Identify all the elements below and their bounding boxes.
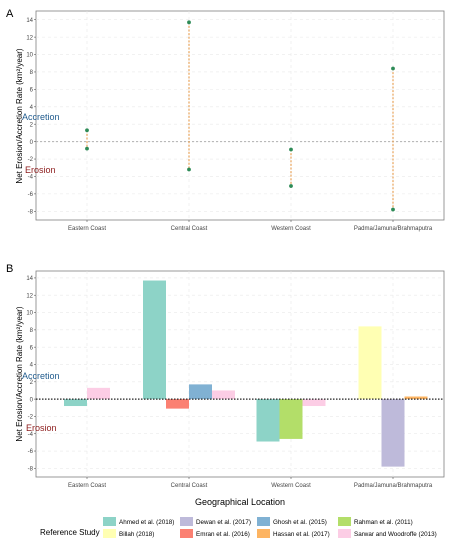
legend-swatch-ghosh-et-al-2015 (257, 517, 270, 526)
point-min-eastern-coast (85, 146, 89, 151)
y-tick-label: -8 (28, 467, 34, 473)
y-tick-label: 12 (26, 293, 33, 299)
legend-items: Ahmed et al. (2018) Dewan et al. (2017) Gh… (103, 517, 437, 538)
legend-label-rahman-et-al-2011: Rahman et al. (2011) (354, 519, 413, 526)
point-min-western-coast (289, 184, 293, 188)
point-min-central-coast (187, 167, 191, 172)
panel-a-erosion-label: Erosion (25, 165, 56, 175)
x-tick-label-eastern-coast: Eastern Coast (68, 226, 106, 232)
legend-label-ahmed-et-al-2018: Ahmed et al. (2018) (119, 519, 174, 526)
legend-swatch-ahmed-et-al-2018 (103, 517, 116, 526)
legend-label-emran-et-al-2016: Emran et al. (2016) (196, 531, 250, 538)
panel-b-chart: -8 -6 -4 -2 0 2 4 6 8 10 12 14 Eastern Coast Central… (15, 270, 445, 507)
bar-eastern-coast-ahmed-et-al-2018 (64, 399, 87, 407)
y-tick-label: -6 (28, 449, 34, 455)
panel-b-x-ticks: Eastern Coast Central Coast Western Coast P… (68, 477, 433, 489)
panel-b-grid (36, 271, 444, 477)
panel-a-x-ticks: Eastern Coast Central Coast Western Coast P… (68, 220, 433, 232)
y-tick-label: 6 (30, 345, 34, 351)
panel-b-label: B (6, 263, 13, 275)
legend-swatch-dewan-et-al-2017 (180, 517, 193, 526)
y-tick-label: 0 (30, 397, 34, 403)
panel-b-bars (64, 280, 428, 467)
x-tick-label-padma-jamuna-brahmaputra: Padma/Jamuna/Brahmaputra (354, 226, 433, 232)
legend-swatch-rahman-et-al-2011 (338, 517, 351, 526)
panel-a-label: A (6, 8, 14, 20)
panel-a-y-ticks: -8 -6 -4 -2 0 2 4 6 8 10 12 14 (26, 18, 36, 215)
panel-b-y-ticks: -8 -6 -4 -2 0 2 4 6 8 10 12 14 (26, 276, 36, 473)
bar-padma-jamuna-brahmaputra-hassan-et-al-2017 (404, 396, 428, 400)
x-tick-label-central-coast: Central Coast (171, 226, 208, 232)
y-tick-label: 10 (26, 53, 33, 59)
bar-eastern-coast-sarwar-and-woodroffe-2013 (87, 387, 110, 400)
y-tick-label: 0 (30, 140, 34, 146)
y-tick-label: 2 (30, 380, 34, 386)
legend-swatch-hassan-et-al-2017 (257, 529, 270, 538)
bar-western-coast-rahman-et-al-2011 (279, 399, 303, 439)
y-tick-label: -8 (28, 209, 34, 215)
x-tick-label-padma-jamuna-brahmaputra: Padma/Jamuna/Brahmaputra (354, 483, 433, 489)
point-min-padma-jamuna-brahmaputra (391, 207, 395, 212)
point-max-central-coast (187, 20, 191, 25)
y-tick-label: -4 (28, 175, 34, 181)
point-max-western-coast (289, 147, 293, 152)
panel-b-accretion-label: Accretion (22, 371, 60, 381)
panel-b-x-axis-label: Geographical Location (195, 497, 285, 507)
x-tick-label-western-coast: Western Coast (271, 483, 311, 489)
panel-b-erosion-label: Erosion (26, 423, 57, 433)
y-tick-label: -6 (28, 192, 34, 198)
x-tick-label-eastern-coast: Eastern Coast (68, 483, 106, 489)
legend-label-ghosh-et-al-2015: Ghosh et al. (2015) (273, 519, 327, 526)
y-tick-label: 12 (26, 35, 33, 41)
y-tick-label: 6 (30, 88, 34, 94)
legend-label-dewan-et-al-2017: Dewan et al. (2017) (196, 519, 251, 526)
x-tick-label-western-coast: Western Coast (271, 226, 311, 232)
panel-a-marks (85, 20, 395, 212)
legend-swatch-emran-et-al-2016 (180, 529, 193, 538)
panel-a-accretion-label: Accretion (22, 112, 60, 122)
legend-swatch-sarwar-and-woodroffe-2013 (338, 529, 351, 538)
panel-b-y-axis-label: Net Erosion/Accretion Rate (km²/year) (15, 306, 24, 441)
bar-western-coast-sarwar-and-woodroffe-2013 (302, 399, 326, 407)
point-max-eastern-coast (85, 128, 89, 133)
bar-central-coast-emran-et-al-2016 (166, 399, 189, 409)
y-tick-label: 14 (26, 276, 33, 282)
y-tick-label: -2 (28, 157, 34, 163)
panel-a-plot-area (35, 10, 445, 221)
bar-central-coast-sarwar-and-woodroffe-2013 (212, 390, 235, 400)
y-tick-label: -2 (28, 415, 34, 421)
y-tick-label: 10 (26, 311, 33, 317)
legend-label-hassan-et-al-2017: Hassan et al. (2017) (273, 531, 330, 538)
y-tick-label: 2 (30, 122, 34, 128)
legend-label-sarwar-and-woodroffe-2013: Sarwar and Woodroffe (2013) (354, 531, 437, 538)
bar-central-coast-ahmed-et-al-2018 (143, 280, 166, 400)
point-max-padma-jamuna-brahmaputra (391, 66, 395, 71)
bar-central-coast-ghosh-et-al-2015 (189, 384, 212, 400)
bar-padma-jamuna-brahmaputra-billah-2018 (358, 326, 382, 400)
bar-western-coast-ahmed-et-al-2018 (256, 399, 280, 442)
y-tick-label: -4 (28, 432, 34, 438)
legend-swatch-billah-2018 (103, 529, 116, 538)
panel-a-chart: -8 -6 -4 -2 0 2 4 6 8 10 12 14 Eastern Coast Central… (15, 10, 445, 232)
x-tick-label-central-coast: Central Coast (171, 483, 208, 489)
bar-padma-jamuna-brahmaputra-dewan-et-al-2017 (381, 399, 405, 467)
legend-label-billah-2018: Billah (2018) (119, 531, 154, 538)
panel-a-y-axis-label: Net Erosion/Accretion Rate (km²/year) (15, 48, 24, 183)
legend: Reference Study Ahmed et al. (2018) Dewan… (40, 517, 437, 538)
y-tick-label: 4 (30, 363, 34, 369)
legend-title: Reference Study (40, 528, 100, 537)
y-tick-label: 8 (30, 70, 34, 76)
y-tick-label: 14 (26, 18, 33, 24)
y-tick-label: 8 (30, 328, 34, 334)
y-tick-label: 4 (30, 105, 34, 111)
